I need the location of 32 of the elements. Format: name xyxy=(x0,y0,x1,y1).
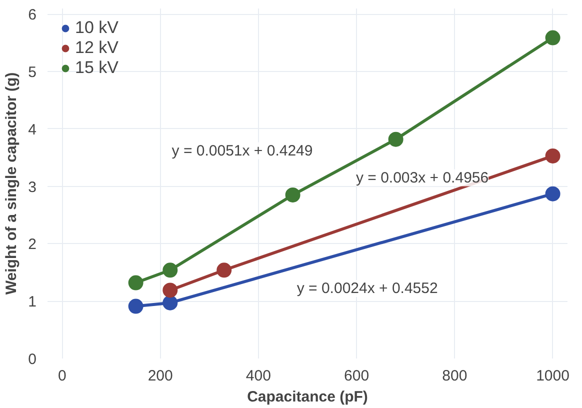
point xyxy=(285,187,300,202)
y-tick-label: 6 xyxy=(28,6,36,24)
point xyxy=(216,262,232,278)
annotation: y = 0.0051x + 0.4249 xyxy=(172,142,313,160)
point xyxy=(162,262,178,278)
y-tick-label: 2 xyxy=(28,236,36,254)
point xyxy=(162,282,178,298)
point xyxy=(162,295,178,310)
y-tick-label: 4 xyxy=(28,121,36,138)
x-tick-label: 600 xyxy=(344,368,370,384)
x-axis-title: Capacitance (pF) xyxy=(247,388,368,406)
point xyxy=(545,186,560,202)
annotation: y = 0.003x + 0.4956 xyxy=(356,169,489,186)
point xyxy=(128,275,144,290)
y-tick-label: 3 xyxy=(28,178,36,196)
legend-label: 12 kV xyxy=(75,38,118,58)
y-tick-label: 1 xyxy=(28,294,36,311)
x-tick-label: 0 xyxy=(58,368,66,384)
annotation: y = 0.0024x + 0.4552 xyxy=(296,280,438,297)
point xyxy=(128,298,144,314)
point xyxy=(545,30,560,46)
x-tick-label: 800 xyxy=(442,368,468,384)
point xyxy=(545,148,560,164)
legend-label: 15 kV xyxy=(75,58,118,78)
y-tick-label: 5 xyxy=(28,64,36,82)
legend-label: 10 kV xyxy=(75,18,118,38)
point xyxy=(388,132,404,147)
x-tick-label: 1000 xyxy=(536,368,570,384)
x-tick-label: 200 xyxy=(148,368,173,384)
y-axis-title: Weight of a single capacitor (g) xyxy=(3,72,20,295)
x-tick-label: 400 xyxy=(246,368,271,384)
y-tick-label: 0 xyxy=(28,351,36,368)
